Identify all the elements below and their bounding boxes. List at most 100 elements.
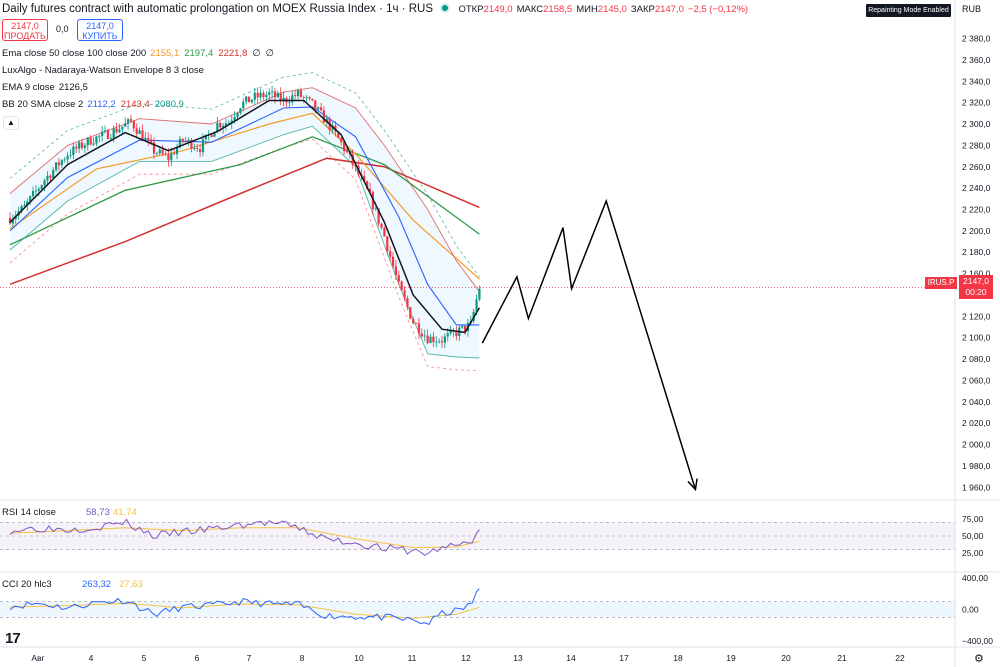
- candle-body: [190, 139, 193, 149]
- candle-body: [175, 147, 179, 155]
- indicator-value: 2221,8: [218, 48, 248, 59]
- candle-body: [164, 153, 167, 155]
- indicator-row[interactable]: LuxAlgo - Nadaraya-Watson Envelope 8 3 c…: [2, 63, 208, 79]
- candle-body: [52, 169, 55, 178]
- y-tick-label: 2 360,0: [962, 55, 991, 65]
- candle-body: [40, 185, 43, 189]
- candle-body: [69, 155, 72, 156]
- candle-body: [213, 132, 216, 137]
- last-price-tag: 2147,0 00:20: [959, 275, 993, 299]
- gear-icon[interactable]: ⚙: [974, 653, 984, 665]
- indicator-name: EMA 9 close: [2, 82, 55, 93]
- ohlc-label: ЗАКР: [630, 4, 655, 15]
- indicator-value: ∅: [252, 48, 261, 59]
- ema200-line: [9, 157, 480, 286]
- y-tick-label: 2 320,0: [962, 98, 991, 108]
- candle-body: [380, 223, 383, 228]
- candle-body: [29, 196, 32, 202]
- candle-body: [57, 162, 61, 166]
- candle-body: [152, 142, 156, 154]
- candle-body: [193, 148, 196, 150]
- candle-body: [265, 94, 268, 98]
- y-tick-label: 2 380,0: [962, 34, 991, 44]
- candle-body: [400, 281, 403, 291]
- sell-button[interactable]: 2147,0 ПРОДАТЬ: [2, 19, 48, 41]
- candle-body: [8, 218, 12, 224]
- candle-body: [95, 136, 98, 144]
- spread-value: 0,0: [56, 24, 69, 34]
- ema50-line: [9, 112, 480, 280]
- indicator-value: 2197,4: [184, 48, 214, 59]
- candle-body: [478, 288, 481, 300]
- candle-body: [432, 336, 435, 343]
- rsi-tick-label: 25,00: [962, 548, 984, 558]
- x-tick-label: 8: [300, 653, 305, 663]
- indicator-value: 2080,9: [154, 99, 184, 110]
- y-tick-label: 2 060,0: [962, 375, 991, 385]
- y-tick-label: 2 260,0: [962, 162, 991, 172]
- repaint-badge: Repainting Mode Enabled: [866, 4, 951, 17]
- candle-body: [363, 176, 366, 182]
- chart-header: Daily futures contract with automatic pr…: [2, 0, 752, 18]
- cci-tick-label: 400,00: [962, 573, 988, 583]
- symbol-title[interactable]: Daily futures contract with automatic pr…: [2, 3, 434, 15]
- envelope-upper-line: [9, 72, 480, 278]
- candle-body: [78, 142, 81, 149]
- candle-body: [412, 318, 415, 324]
- candle-body: [34, 190, 38, 192]
- y-tick-label: 2 100,0: [962, 333, 991, 343]
- candle-body: [230, 120, 233, 123]
- candle-body: [86, 137, 89, 146]
- candle-body: [158, 149, 161, 154]
- candle-body: [308, 97, 311, 99]
- indicator-row[interactable]: BB 20 SMA close 2 2112,2 2143,4 2080,9: [2, 97, 189, 113]
- candle-body: [245, 96, 248, 102]
- candle-body: [461, 325, 464, 328]
- collapse-legend-button[interactable]: ▲: [3, 116, 19, 130]
- candle-body: [135, 128, 138, 134]
- candle-body: [63, 159, 66, 161]
- candle-body: [124, 123, 127, 127]
- x-tick-label: 10: [354, 653, 364, 663]
- ema100-line: [9, 136, 480, 246]
- last-price: 2147,0: [963, 276, 989, 286]
- candle-body: [259, 92, 262, 98]
- candle-body: [455, 331, 458, 336]
- buy-button[interactable]: 2147,0 КУПИТЬ: [77, 19, 123, 41]
- bb-lower-line: [9, 125, 480, 359]
- indicator-value: ∅: [265, 48, 274, 59]
- indicator-name: Ema close 50 close 100 close 200: [2, 48, 147, 59]
- candle-body: [178, 138, 182, 148]
- indicator-name: LuxAlgo - Nadaraya-Watson Envelope 8 3 c…: [2, 65, 204, 76]
- indicator-row[interactable]: Ema close 50 close 100 close 200 2155,1 21…: [2, 46, 279, 62]
- bb-basis-line: [9, 106, 480, 326]
- candle-body: [204, 134, 207, 140]
- currency-label[interactable]: RUB: [962, 4, 982, 14]
- candle-body: [92, 143, 95, 145]
- cci-band-fill: [0, 601, 955, 618]
- candle-body: [438, 341, 441, 343]
- candle-body: [201, 139, 205, 153]
- candle-body: [331, 125, 334, 131]
- candle-body: [463, 325, 467, 332]
- indicator-row[interactable]: EMA 9 close 2126,5: [2, 80, 93, 96]
- candle-body: [98, 135, 101, 137]
- candle-body: [420, 333, 423, 337]
- candle-body: [184, 140, 187, 142]
- bar-timer: 00:20: [965, 287, 987, 297]
- candle-body: [144, 137, 147, 141]
- candle-body: [242, 101, 245, 109]
- candle-body: [155, 153, 158, 155]
- candle-body: [345, 151, 349, 153]
- ohlc-value: 2145,0: [597, 4, 627, 15]
- tradingview-logo[interactable]: 17: [5, 630, 21, 647]
- rsi-tick-label: 75,00: [962, 514, 984, 524]
- candle-body: [37, 188, 40, 191]
- candle-body: [72, 146, 75, 156]
- cci-value: 263,32: [82, 579, 111, 590]
- cci-line: [9, 588, 480, 626]
- candle-body: [80, 142, 84, 148]
- x-tick-label: 5: [142, 653, 147, 663]
- indicator-name: BB 20 SMA close 2: [2, 99, 84, 110]
